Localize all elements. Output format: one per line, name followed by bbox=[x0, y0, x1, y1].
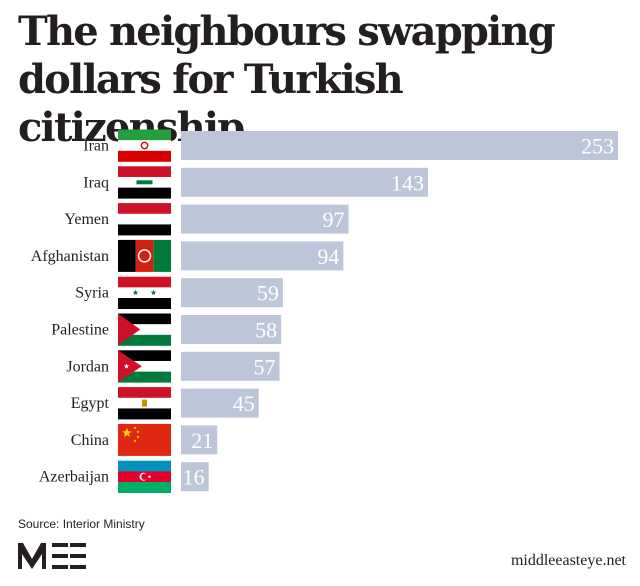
bar-azerbaijan bbox=[181, 462, 209, 492]
value-label: 253 bbox=[581, 134, 614, 159]
bar-iran bbox=[181, 131, 618, 160]
chart-title: The neighbours swapping dollars for Turk… bbox=[18, 8, 556, 151]
bar-jordan bbox=[181, 351, 280, 381]
bar-afghanistan bbox=[181, 241, 344, 271]
value-label: 58 bbox=[255, 318, 277, 343]
source-note: Source: Interior Ministry bbox=[18, 517, 145, 531]
yemen-flag-icon bbox=[118, 203, 171, 236]
value-label: 21 bbox=[191, 428, 213, 453]
jordan-flag-icon bbox=[118, 350, 171, 383]
mee-logo bbox=[18, 543, 86, 569]
syria-flag-icon bbox=[118, 276, 171, 309]
bar-china bbox=[181, 425, 218, 455]
value-label: 97 bbox=[323, 207, 345, 232]
value-label: 57 bbox=[253, 354, 275, 379]
category-label: Afghanistan bbox=[31, 248, 109, 265]
category-label: Yemen bbox=[64, 211, 109, 228]
bar-yemen bbox=[181, 204, 349, 234]
category-label: Palestine bbox=[51, 322, 109, 339]
category-label: Iraq bbox=[83, 174, 109, 191]
category-label: Jordan bbox=[66, 358, 109, 375]
iran-flag-icon bbox=[118, 129, 171, 162]
category-label: Azerbaijan bbox=[39, 469, 109, 486]
category-label: Iran bbox=[83, 138, 109, 155]
bar-syria bbox=[181, 278, 283, 308]
site-url: middleeasteye.net bbox=[510, 552, 626, 569]
value-label: 59 bbox=[257, 281, 279, 306]
value-label: 94 bbox=[317, 244, 339, 269]
azerbaijan-flag-icon bbox=[118, 460, 171, 493]
value-label: 16 bbox=[183, 465, 205, 490]
value-label: 45 bbox=[233, 391, 255, 416]
china-flag-icon bbox=[118, 423, 171, 456]
palestine-flag-icon bbox=[118, 313, 171, 346]
value-label: 143 bbox=[391, 170, 424, 195]
bar-egypt bbox=[181, 388, 259, 418]
afghanistan-flag-icon bbox=[118, 239, 171, 272]
egypt-flag-icon bbox=[118, 387, 171, 420]
bar-palestine bbox=[181, 315, 282, 344]
category-label: Syria bbox=[75, 285, 109, 302]
category-label: China bbox=[71, 432, 109, 449]
bar-iraq bbox=[181, 167, 428, 197]
iraq-flag-icon bbox=[118, 166, 171, 199]
category-label: Egypt bbox=[71, 395, 110, 412]
